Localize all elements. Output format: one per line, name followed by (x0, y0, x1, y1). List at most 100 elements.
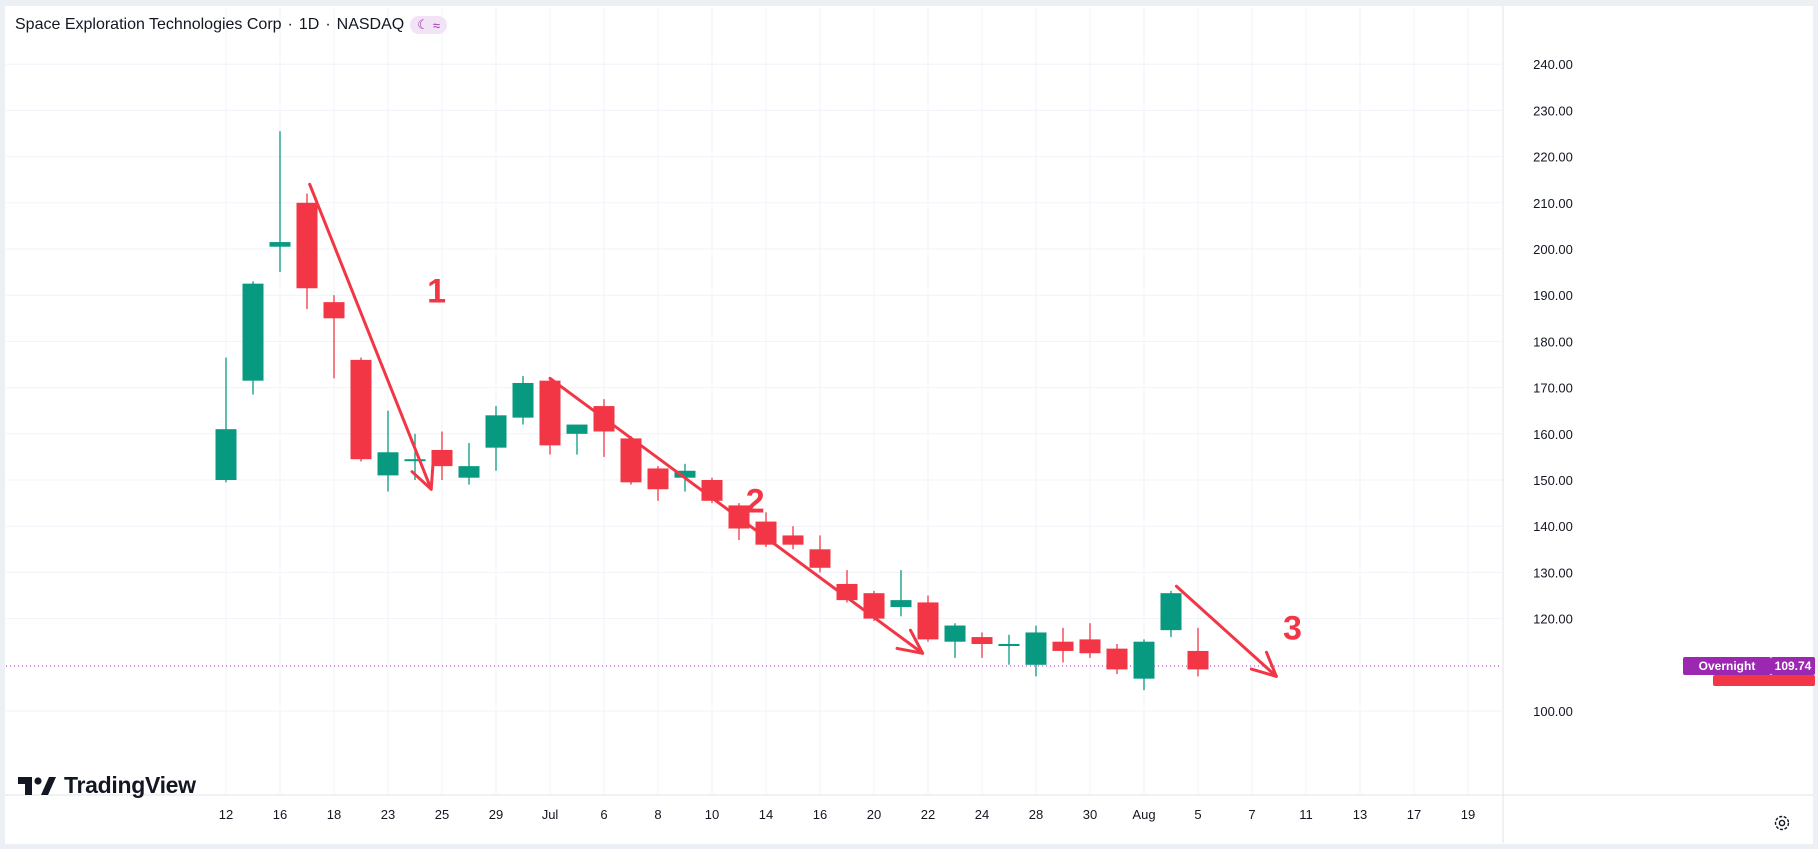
candle-down[interactable] (1079, 639, 1101, 654)
x-tick-label: 25 (435, 807, 449, 822)
y-tick-label: 210.00 (1533, 196, 1573, 211)
x-tick-label: 6 (600, 807, 607, 822)
x-tick-label: 12 (219, 807, 233, 822)
annotation-label: 1 (427, 272, 446, 310)
candle-down[interactable] (917, 602, 939, 640)
candle-down[interactable] (836, 583, 858, 601)
candle-up[interactable] (998, 644, 1020, 647)
x-tick-label: 14 (759, 807, 773, 822)
exchange-label: NASDAQ (336, 16, 405, 33)
candle-down[interactable] (647, 468, 669, 490)
candle-down[interactable] (620, 438, 642, 483)
session-tag-label: Overnight (1699, 659, 1756, 673)
y-tick-label: 120.00 (1533, 612, 1573, 627)
candle-up[interactable] (485, 415, 507, 448)
x-tick-label: 17 (1407, 807, 1421, 822)
candle-up[interactable] (269, 242, 291, 247)
candle-down[interactable] (809, 549, 831, 568)
settings-icon[interactable] (1773, 814, 1791, 832)
candle-down[interactable] (1052, 641, 1074, 651)
candle-up[interactable] (404, 459, 426, 462)
candle-down[interactable] (539, 380, 561, 446)
candle-down[interactable] (350, 359, 372, 460)
x-tick-label: 11 (1299, 807, 1313, 822)
tilde-icon: ≈ (432, 17, 441, 33)
candle-up[interactable] (512, 382, 534, 418)
y-tick-label: 220.00 (1533, 150, 1573, 165)
annotation-arrow-head (895, 628, 925, 655)
x-tick-label: 13 (1353, 807, 1367, 822)
candle-down[interactable] (1106, 648, 1128, 670)
x-tick-label: 7 (1248, 807, 1255, 822)
close-price-tag-bg (1713, 675, 1815, 687)
candle-down[interactable] (863, 593, 885, 619)
interval-label[interactable]: 1D (298, 16, 320, 33)
last-price-tag-bg (1771, 657, 1815, 676)
y-tick-label: 230.00 (1533, 103, 1573, 118)
annotation-arrow-line[interactable] (308, 182, 433, 491)
y-tick-label: 190.00 (1533, 288, 1573, 303)
annotation-arrow-line[interactable] (1174, 584, 1278, 678)
symbol-header[interactable]: Space Exploration Technologies Corp · 1D… (15, 16, 448, 34)
candle-up[interactable] (944, 625, 966, 642)
x-tick-label: 5 (1194, 807, 1201, 822)
session-tag-bg (1683, 657, 1771, 676)
x-tick-label: 28 (1029, 807, 1043, 822)
annotation-arrow-head (410, 461, 435, 491)
x-tick-label: 29 (489, 807, 503, 822)
candle-down[interactable] (1187, 650, 1209, 670)
tradingview-logo[interactable]: TradingView (18, 772, 196, 799)
y-tick-label: 200.00 (1533, 242, 1573, 257)
x-tick-label: 19 (1461, 807, 1475, 822)
candle-up[interactable] (242, 283, 264, 381)
candle-up[interactable] (215, 429, 237, 480)
annotation-label: 3 (1283, 610, 1302, 648)
y-tick-label: 170.00 (1533, 381, 1573, 396)
candle-down[interactable] (782, 535, 804, 545)
y-tick-label: 160.00 (1533, 427, 1573, 442)
x-tick-label: 22 (921, 807, 935, 822)
candle-down[interactable] (971, 637, 993, 645)
annotation-arrow-head (1249, 650, 1278, 678)
candle-up[interactable] (890, 600, 912, 608)
x-tick-label: 18 (327, 807, 341, 822)
y-tick-label: 100.00 (1533, 704, 1573, 719)
candle-down[interactable] (755, 521, 777, 545)
candle-up[interactable] (674, 470, 696, 478)
moon-icon: ☾ (417, 17, 429, 32)
candle-up[interactable] (1160, 593, 1182, 631)
candle-up[interactable] (566, 424, 588, 434)
y-tick-label: 130.00 (1533, 565, 1573, 580)
x-tick-label: Aug (1132, 807, 1155, 822)
candle-up[interactable] (377, 452, 399, 476)
x-tick-label: 8 (654, 807, 661, 822)
header-separator: · (325, 16, 331, 33)
y-tick-label: 140.00 (1533, 519, 1573, 534)
tradingview-logo-icon (18, 776, 56, 795)
session-badge[interactable]: ☾ ≈ (410, 16, 448, 34)
y-tick-label: 180.00 (1533, 334, 1573, 349)
y-tick-label: 150.00 (1533, 473, 1573, 488)
x-tick-label: 20 (867, 807, 881, 822)
annotation-arrow-line[interactable] (548, 376, 925, 655)
x-tick-label: 30 (1083, 807, 1097, 822)
candle-down[interactable] (323, 302, 345, 319)
candle-up[interactable] (458, 466, 480, 478)
candle-up[interactable] (1133, 641, 1155, 679)
candle-up[interactable] (1025, 632, 1047, 665)
x-tick-label: Jul (542, 807, 559, 822)
last-price-tag-value: 109.74 (1775, 659, 1812, 673)
candle-down[interactable] (296, 202, 318, 289)
annotation-label: 2 (746, 482, 765, 520)
x-tick-label: 16 (813, 807, 827, 822)
tradingview-logo-text: TradingView (64, 772, 196, 798)
candle-down[interactable] (431, 449, 453, 467)
y-tick-label: 240.00 (1533, 57, 1573, 72)
x-tick-label: 24 (975, 807, 989, 822)
x-tick-label: 16 (273, 807, 287, 822)
x-tick-label: 23 (381, 807, 395, 822)
symbol-title: Space Exploration Technologies Corp (15, 16, 282, 33)
x-tick-label: 10 (705, 807, 719, 822)
